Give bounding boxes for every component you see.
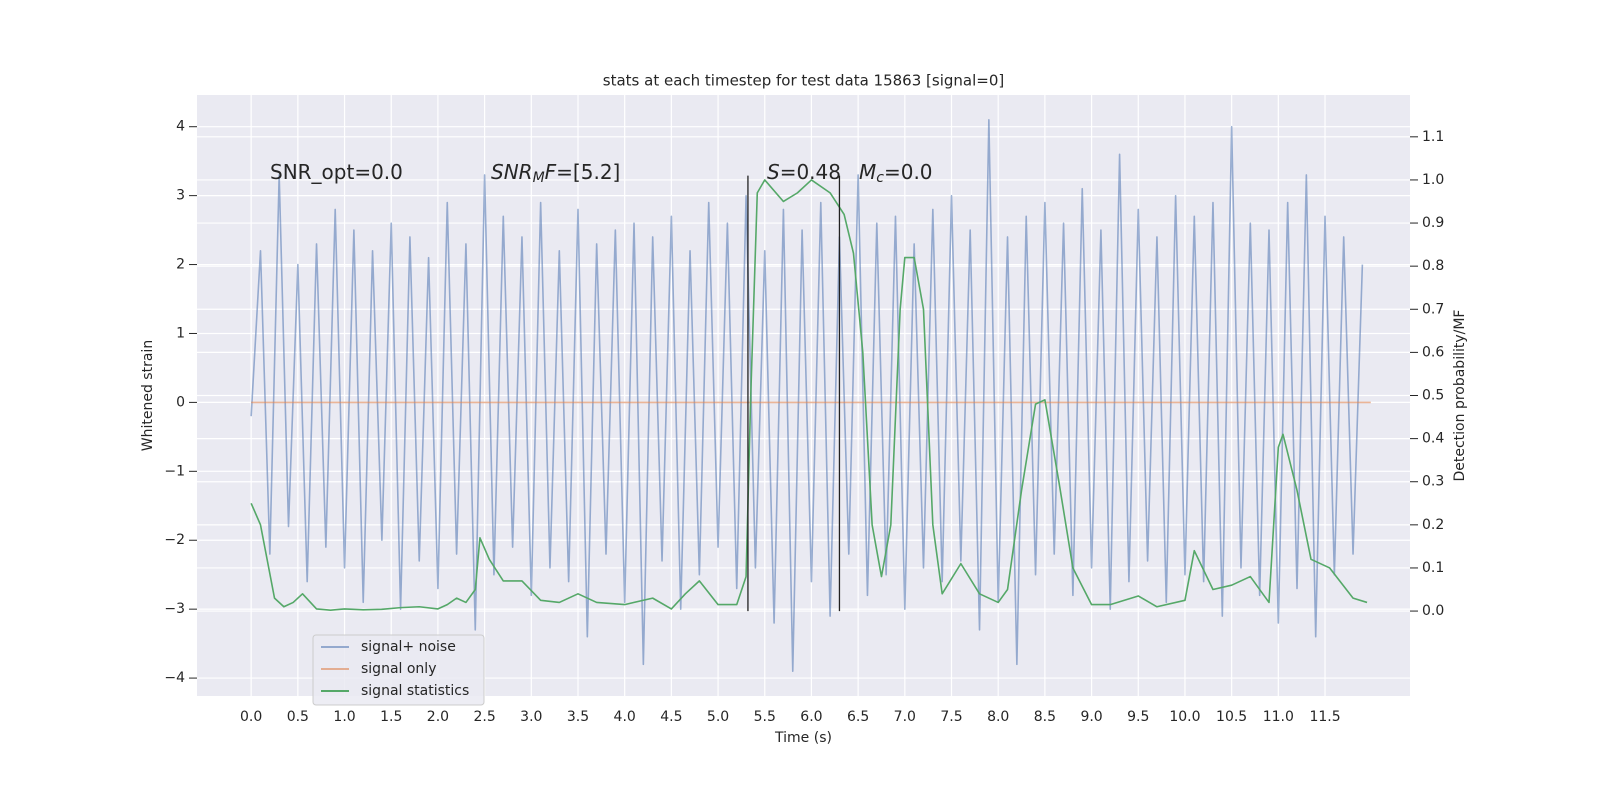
y-tick-label: −3 bbox=[164, 601, 185, 617]
x-tick-label: 3.0 bbox=[520, 709, 542, 725]
annotation-part: M bbox=[859, 160, 876, 184]
x-tick-label: 10.0 bbox=[1169, 709, 1200, 725]
annotation-part: =[5.2] bbox=[556, 160, 620, 184]
annotation-part: S bbox=[767, 160, 780, 184]
y-tick-label: −1 bbox=[164, 463, 185, 479]
legend-label: signal statistics bbox=[361, 683, 469, 699]
series-line bbox=[250, 119, 1364, 672]
y2-tick-label: 1.1 bbox=[1422, 129, 1444, 145]
y2-tick-label: 0.0 bbox=[1422, 603, 1444, 619]
legend-label: signal only bbox=[361, 661, 436, 677]
x-tick-label: 1.5 bbox=[380, 709, 402, 725]
x-tick-label: 9.5 bbox=[1127, 709, 1149, 725]
x-tick-label: 4.5 bbox=[660, 709, 682, 725]
annotation-part: =0.48 bbox=[780, 160, 841, 184]
legend-box bbox=[312, 634, 485, 706]
annotation: SNR_opt=0.0 bbox=[270, 160, 403, 184]
y-tick-label: 2 bbox=[176, 257, 185, 273]
y2-tick-label: 0.3 bbox=[1422, 474, 1444, 490]
x-tick-label: 8.5 bbox=[1034, 709, 1056, 725]
x-tick-label: 2.5 bbox=[473, 709, 495, 725]
annotation-part: =0.0 bbox=[884, 160, 933, 184]
x-tick-label: 3.5 bbox=[567, 709, 589, 725]
series-line bbox=[250, 179, 1368, 612]
y2-axis-label: Detection probability/MF bbox=[1452, 309, 1468, 481]
y2-tick-label: 0.2 bbox=[1422, 517, 1444, 533]
annotation: Mc=0.0 bbox=[859, 160, 933, 187]
x-tick-label: 11.5 bbox=[1309, 709, 1340, 725]
y2-tick-label: 0.7 bbox=[1422, 301, 1444, 317]
x-axis-label: Time (s) bbox=[774, 730, 832, 746]
annotation: S=0.48 bbox=[767, 160, 841, 184]
y-tick-label: 3 bbox=[176, 188, 185, 204]
y2-tick-label: 1.0 bbox=[1422, 172, 1444, 188]
y-tick-label: −2 bbox=[164, 532, 185, 548]
x-tick-label: 6.5 bbox=[847, 709, 869, 725]
x-tick-label: 9.0 bbox=[1080, 709, 1102, 725]
annotation-part: F bbox=[545, 160, 557, 184]
y-tick-label: 4 bbox=[176, 119, 185, 135]
y2-tick-label: 0.9 bbox=[1422, 215, 1444, 231]
x-tick-label: 0.5 bbox=[287, 709, 309, 725]
annotation-part: c bbox=[876, 170, 884, 186]
y2-tick-label: 0.6 bbox=[1422, 344, 1444, 360]
y2-tick-label: 0.8 bbox=[1422, 258, 1444, 274]
legend-label: signal+ noise bbox=[361, 639, 456, 655]
annotation-part: M bbox=[533, 170, 545, 186]
y-tick-label: −4 bbox=[164, 670, 185, 686]
x-tick-label: 4.0 bbox=[614, 709, 636, 725]
x-tick-label: 7.0 bbox=[894, 709, 916, 725]
annotation-part: SNR_opt=0.0 bbox=[270, 160, 403, 184]
x-tick-label: 0.0 bbox=[240, 709, 262, 725]
y2-tick-label: 0.1 bbox=[1422, 560, 1444, 576]
x-tick-label: 6.0 bbox=[800, 709, 822, 725]
annotation-part: SNR bbox=[491, 160, 533, 184]
x-tick-label: 1.0 bbox=[333, 709, 355, 725]
y-axis-label: Whitened strain bbox=[140, 340, 156, 451]
chart-title: stats at each timestep for test data 158… bbox=[603, 72, 1004, 90]
y-tick-label: 0 bbox=[176, 394, 185, 410]
x-tick-label: 2.0 bbox=[427, 709, 449, 725]
x-tick-label: 10.5 bbox=[1216, 709, 1247, 725]
y2-tick-label: 0.5 bbox=[1422, 388, 1444, 404]
x-tick-label: 8.0 bbox=[987, 709, 1009, 725]
x-tick-label: 11.0 bbox=[1263, 709, 1294, 725]
annotation: SNRMF=[5.2] bbox=[491, 160, 620, 187]
x-tick-label: 5.0 bbox=[707, 709, 729, 725]
x-tick-label: 7.5 bbox=[940, 709, 962, 725]
x-tick-label: 5.5 bbox=[754, 709, 776, 725]
y2-tick-label: 0.4 bbox=[1422, 431, 1444, 447]
y-tick-label: 1 bbox=[176, 325, 185, 341]
